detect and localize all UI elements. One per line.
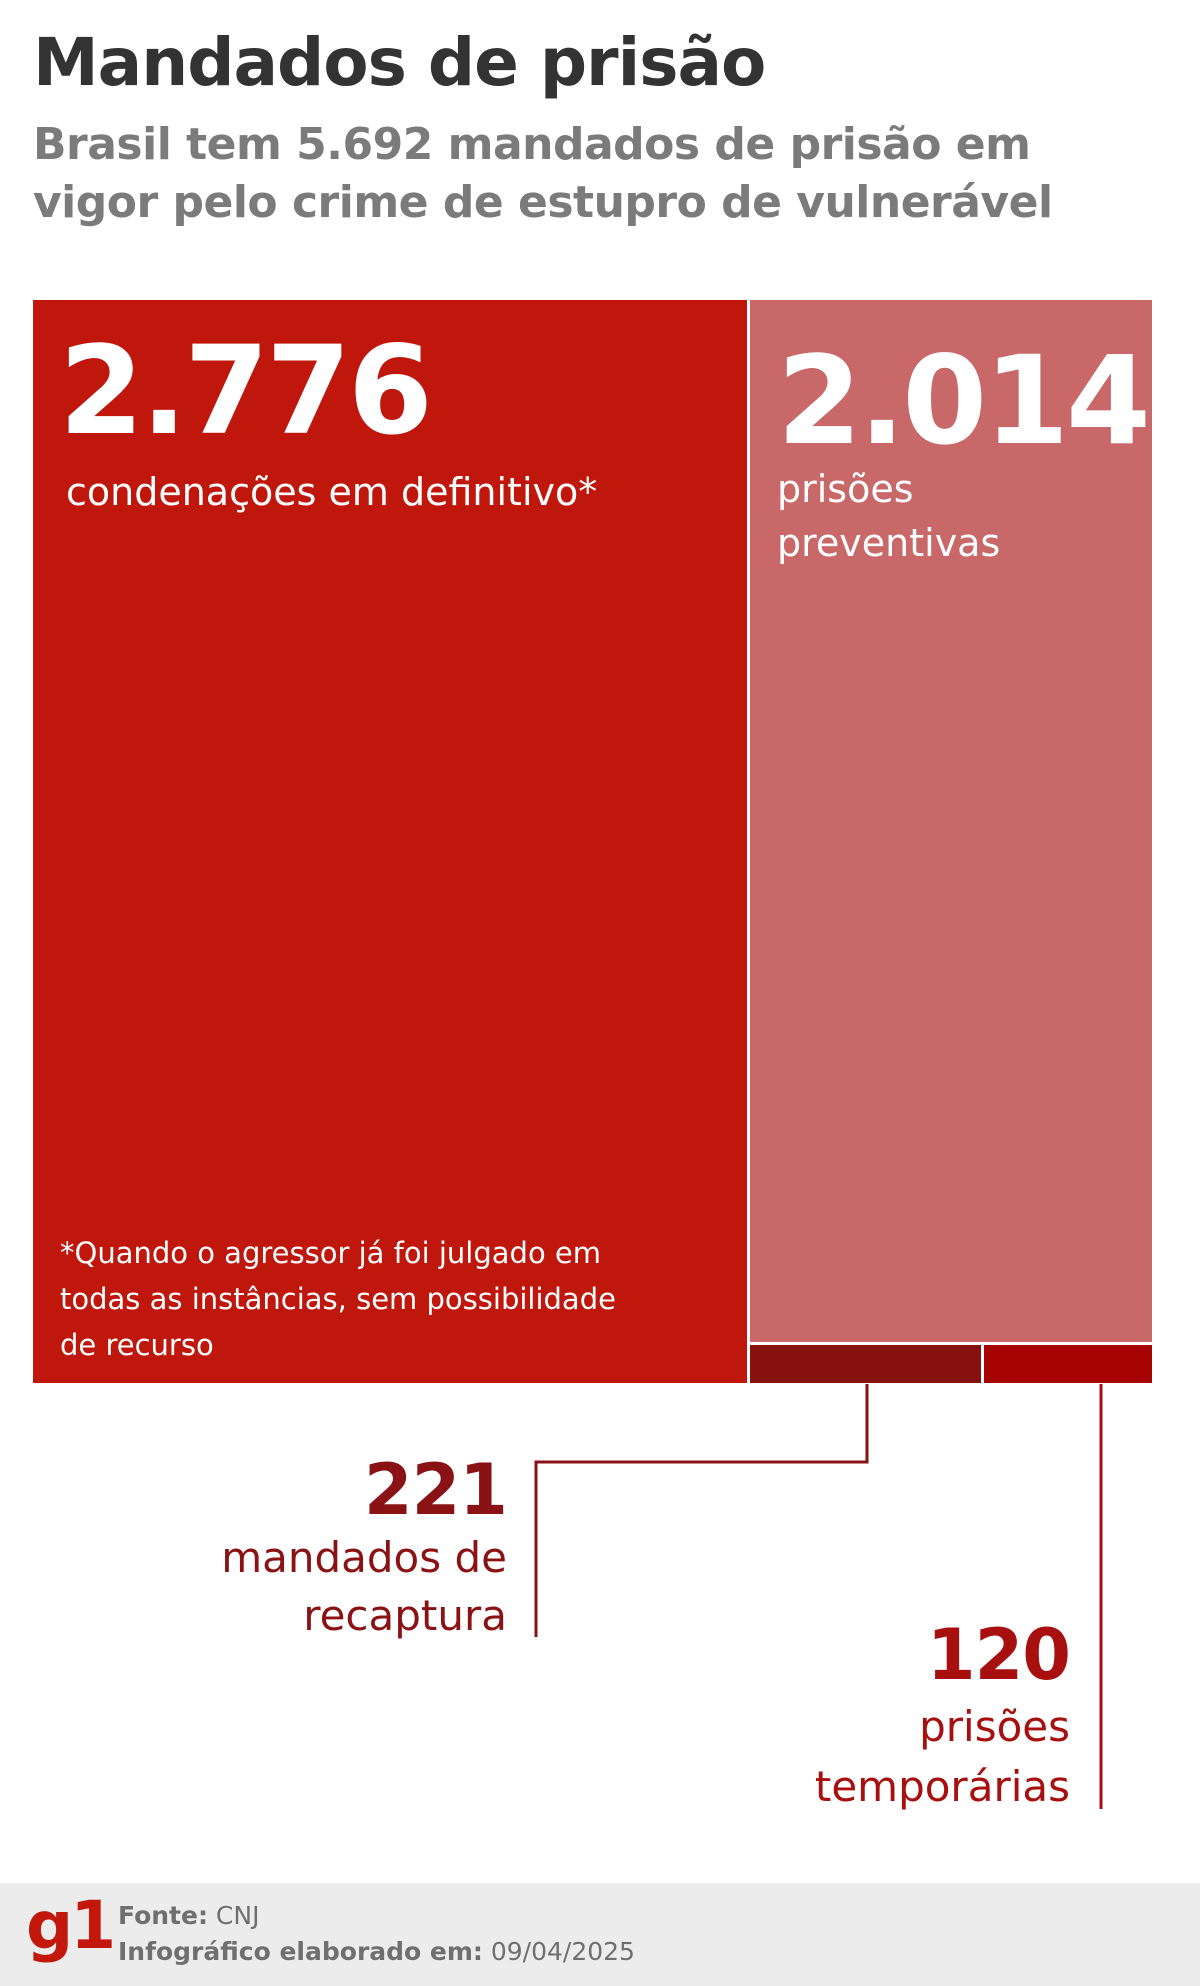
tile-preventivas: 2.014 prisões preventivas [750,300,1152,1342]
label-temporarias-line2: temporárias [814,1762,1070,1811]
label-recaptura-line1: mandados de [221,1533,507,1582]
tile-temporarias [984,1345,1152,1383]
source-label: Fonte: [118,1901,208,1930]
chart-title: Mandados de prisão [33,24,766,101]
label-recaptura-line2: recaptura [303,1591,507,1640]
label-condenacoes: condenações em definitivo* [66,470,598,514]
footnote: *Quando o agressor já foi julgado em tod… [60,1236,616,1362]
label-preventivas-line1: prisões [777,467,914,511]
date-value: 09/04/2025 [490,1937,635,1966]
tile-recaptura [750,1345,981,1383]
chart-subtitle: Brasil tem 5.692 mandados de prisão em v… [33,119,1053,228]
footer: g1 Fonte: CNJ Infográfico elaborado em: … [0,1883,1200,1986]
date-line: Infográfico elaborado em: 09/04/2025 [118,1937,635,1966]
tile-condenacoes: 2.776 condenações em definitivo* *Quando… [33,300,747,1383]
date-label: Infográfico elaborado em: [118,1937,483,1966]
value-preventivas: 2.014 [777,330,1151,472]
value-condenacoes: 2.776 [59,320,433,462]
connector-recaptura [534,1384,869,1637]
label-temporarias-line1: prisões [919,1702,1070,1751]
source-line: Fonte: CNJ [118,1901,259,1930]
value-recaptura: 221 [363,1449,508,1531]
label-preventivas-line2: preventivas [777,521,1001,565]
source-value: CNJ [215,1901,260,1930]
g1-logo[interactable]: g1 [26,1887,116,1964]
value-temporarias: 120 [926,1614,1071,1696]
